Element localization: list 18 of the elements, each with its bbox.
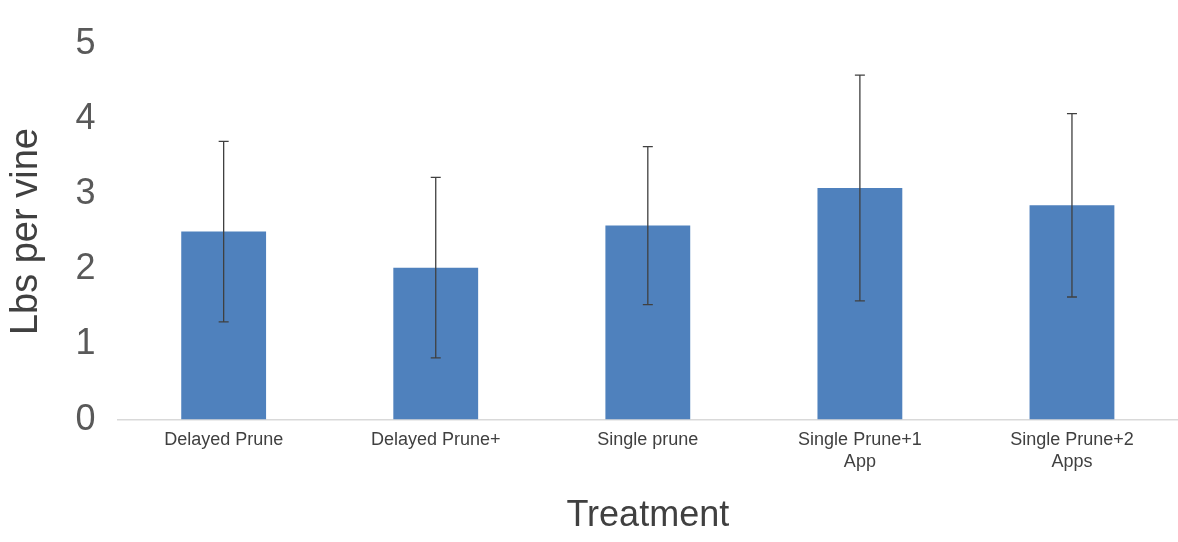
y-axis-title: Lbs per vine: [3, 128, 46, 336]
x-tick-label: Single Prune+2 Apps: [1010, 429, 1134, 471]
y-tick-label: 0: [75, 396, 96, 438]
y-tick-label: 4: [75, 95, 96, 137]
bar: [605, 225, 691, 420]
x-tick-label: Single Prune+1 App: [798, 429, 922, 471]
x-tick-label: Single prune: [597, 429, 699, 450]
y-tick-label: 3: [75, 170, 96, 212]
y-tick-label: 1: [75, 321, 96, 363]
y-tick-label: 2: [75, 246, 96, 288]
bar: [1029, 205, 1115, 420]
bar: [393, 267, 479, 420]
x-tick-label: Delayed Prune: [164, 429, 284, 450]
bar: [817, 187, 903, 420]
y-tick-label: 5: [75, 20, 96, 62]
bar: [181, 231, 267, 420]
x-tick-label: Delayed Prune+: [370, 429, 501, 450]
x-axis-title: Treatment: [566, 493, 730, 535]
